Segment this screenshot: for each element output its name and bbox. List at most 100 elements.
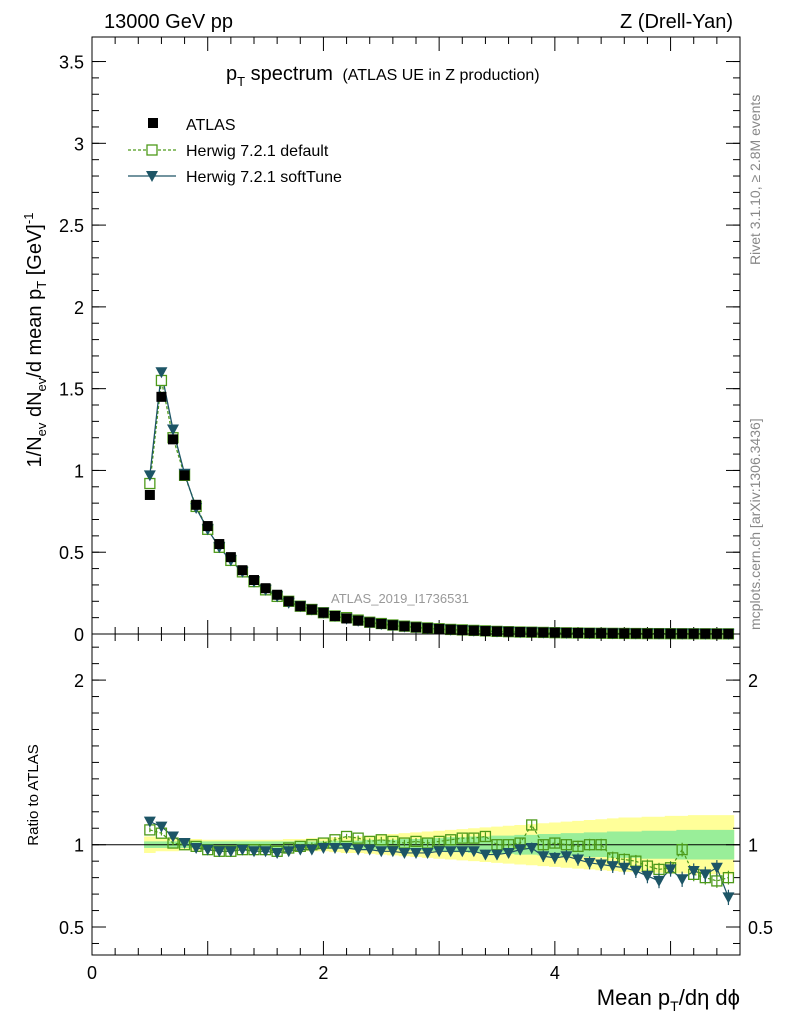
- point-atlas: [306, 604, 317, 615]
- ratio-point-softtune: [664, 864, 677, 876]
- ratio-point-softtune: [248, 846, 260, 858]
- point-atlas: [503, 626, 514, 637]
- ratio-point-softtune: [340, 843, 353, 854]
- ratio-point-softtune: [271, 847, 284, 859]
- point-softtune: [167, 424, 179, 436]
- analysis-id: ATLAS_2019_I1736531: [331, 591, 469, 606]
- ratio-point-default: [595, 839, 607, 851]
- ratio-point-softtune: [606, 861, 619, 873]
- ratio-point-softtune: [190, 843, 203, 854]
- ratio-point-softtune: [687, 866, 700, 878]
- point-atlas: [607, 628, 618, 639]
- ratio-point-softtune: [514, 844, 527, 856]
- ratio-point-default: [560, 839, 573, 851]
- ratio-point-softtune: [491, 849, 503, 861]
- ratio-y-tick-label-right: 0.5: [748, 918, 773, 938]
- ratio-point-softtune: [629, 866, 642, 878]
- ratio-point-softtune: [722, 892, 735, 904]
- y-label-part-d: ev: [34, 377, 49, 391]
- ratio-point-default: [711, 875, 723, 887]
- ratio-point-softtune: [386, 846, 399, 858]
- ratio-point-softtune: [560, 851, 573, 863]
- point-atlas: [434, 623, 445, 634]
- ratio-point-softtune: [317, 843, 330, 854]
- plot-title-sub: T: [237, 74, 245, 89]
- y-label-part-b: ev: [34, 422, 49, 436]
- ratio-point-softtune: [583, 857, 596, 869]
- point-atlas: [283, 596, 294, 607]
- plot-title: pT spectrum (ATLAS UE in Z production): [226, 63, 540, 89]
- point-atlas: [596, 628, 607, 639]
- point-atlas: [492, 626, 502, 637]
- point-atlas: [411, 622, 421, 633]
- plot-title-word: spectrum: [245, 63, 333, 85]
- y-tick-label: 2: [74, 298, 84, 318]
- legend-default-marker: [146, 144, 158, 156]
- ratio-point-softtune: [305, 844, 318, 856]
- ratio-point-default: [537, 839, 549, 851]
- ratio-point-default: [456, 832, 468, 844]
- plot-title-p: p: [226, 63, 237, 85]
- ratio-point-softtune: [444, 846, 457, 858]
- point-atlas: [202, 521, 213, 532]
- y-tick-label: 1.5: [59, 380, 84, 400]
- ratio-point-softtune: [224, 846, 237, 858]
- point-atlas: [144, 489, 155, 500]
- ratio-point-softtune: [653, 875, 665, 887]
- rivet-label: Rivet 3.1.10, ≥ 2.8M events: [747, 95, 763, 265]
- y-axis-label-ratio: Ratio to ATLAS: [25, 744, 42, 845]
- ratio-y-tick-label: 2: [74, 671, 84, 691]
- y-label-part-g: [GeV]: [24, 224, 46, 281]
- x-label-part-a: Mean p: [597, 985, 670, 1010]
- ratio-point-default: [479, 830, 492, 843]
- legend-atlas-label: ATLAS: [186, 117, 236, 134]
- y-label-part-c: dN: [24, 391, 46, 422]
- point-atlas: [295, 601, 306, 612]
- ratio-point-default: [583, 839, 596, 851]
- ratio-point-softtune: [456, 846, 469, 858]
- ratio-point-softtune: [352, 844, 365, 856]
- ratio-point-softtune: [294, 844, 307, 856]
- point-atlas: [225, 552, 236, 563]
- x-tick-label: 2: [318, 963, 328, 983]
- point-atlas: [341, 613, 352, 624]
- y-tick-label: 3: [74, 134, 84, 154]
- ratio-panel-frame: [91, 633, 741, 956]
- ratio-point-softtune: [143, 816, 156, 828]
- ratio-y-tick-label-right: 2: [748, 671, 758, 691]
- ratio-point-softtune: [525, 843, 538, 854]
- legend-atlas-marker: [148, 118, 158, 128]
- ratio-point-softtune: [467, 846, 480, 858]
- point-atlas: [445, 624, 456, 635]
- ratio-point-softtune: [329, 843, 341, 854]
- process-label: Z (Drell-Yan): [620, 11, 733, 33]
- point-atlas: [515, 627, 526, 638]
- x-label-part-b: T: [670, 998, 679, 1014]
- ratio-point-default: [410, 835, 422, 848]
- point-atlas: [399, 621, 410, 632]
- ratio-point-default: [468, 832, 480, 844]
- point-atlas: [561, 627, 572, 638]
- ratio-point-softtune: [676, 874, 689, 886]
- legend-softtune-label: Herwig 7.2.1 softTune: [186, 169, 342, 186]
- ratio-point-softtune: [502, 847, 515, 859]
- point-softtune: [155, 367, 168, 379]
- ratio-point-default: [352, 832, 364, 844]
- ratio-point-default: [549, 837, 561, 849]
- point-atlas: [526, 627, 537, 638]
- legend: ATLAS Herwig 7.2.1 default Herwig 7.2.1 …: [128, 117, 342, 186]
- ratio-point-softtune: [548, 852, 561, 864]
- point-atlas: [168, 434, 178, 445]
- point-atlas: [422, 623, 433, 634]
- y-tick-label: 0: [74, 625, 84, 645]
- ratio-point-default: [375, 834, 387, 846]
- ratio-point-softtune: [572, 854, 584, 866]
- point-atlas: [619, 628, 630, 639]
- ratio-y-tick-label: 1: [74, 836, 84, 856]
- point-softtune: [143, 470, 156, 482]
- point-atlas: [260, 583, 271, 594]
- ratio-point-softtune: [479, 849, 492, 861]
- point-atlas: [584, 628, 595, 639]
- plot-title-extra: (ATLAS UE in Z production): [342, 67, 539, 84]
